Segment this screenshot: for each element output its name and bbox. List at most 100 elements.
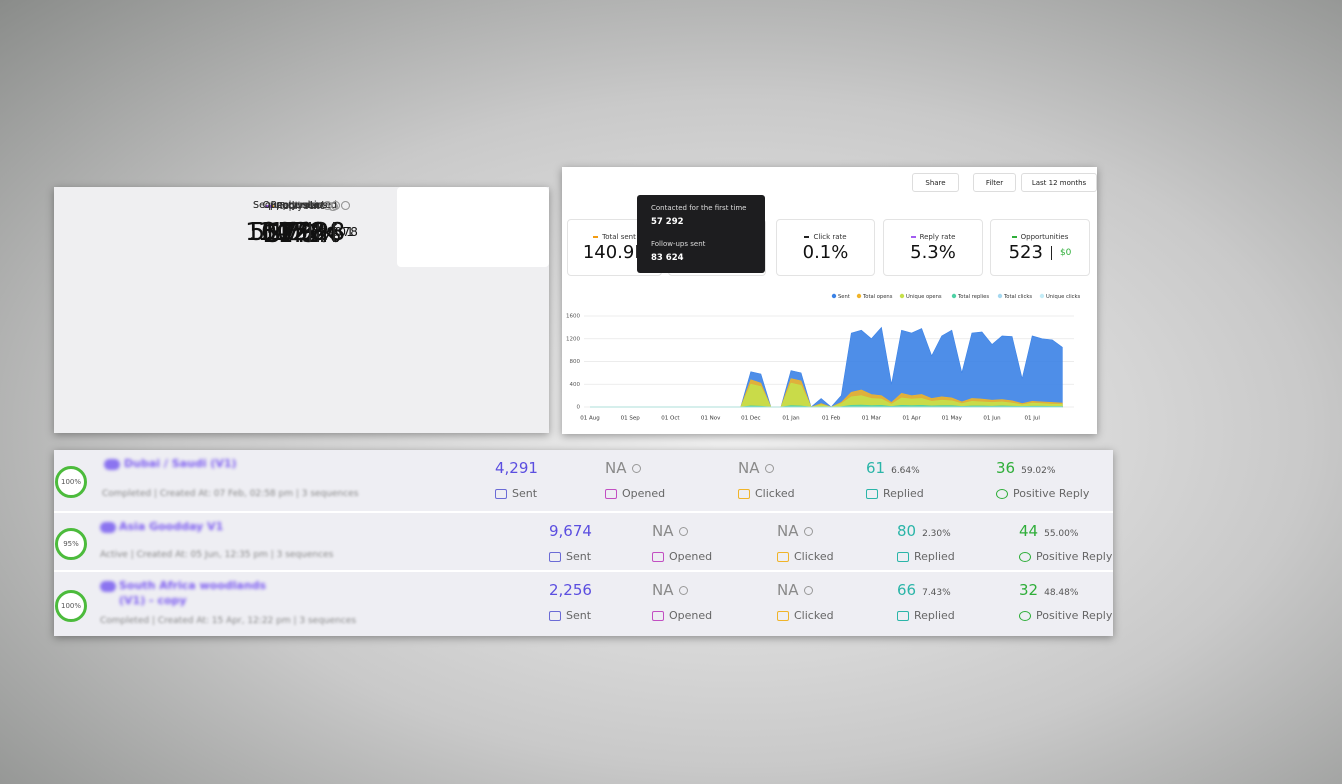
stat-label-row: Sequence started [54, 200, 549, 211]
stat-value-row: 61 6.64% [866, 459, 920, 477]
stat-value-row: NA [605, 459, 642, 477]
stat-value-row: NA [652, 581, 689, 599]
stat-value-row: 2,256 [549, 581, 592, 599]
legend-label: Total clicks [1003, 294, 1032, 300]
stat-value-row: 11.3% [54, 219, 549, 248]
stat-label: Positive Reply [1036, 550, 1113, 563]
stat-value: 44 [1019, 522, 1039, 540]
stat-value-row: 32 48.48% [1019, 581, 1078, 599]
stat-icon [652, 610, 664, 621]
stat-value-row: 10 $0 [54, 217, 549, 246]
stat-label: Sent [566, 550, 592, 563]
tooltip-value: 83 624 [651, 253, 684, 263]
toolbar-button[interactable]: Last 12 months [1021, 173, 1097, 192]
stat-label: Sent [566, 609, 592, 622]
campaign-name[interactable]: Dubai / Saudi (V1) [124, 457, 237, 470]
metric-card: Opportunities 523 $0 [990, 219, 1090, 276]
info-icon [679, 526, 689, 536]
legend-marker [899, 293, 905, 299]
stat-label-row: Replied [866, 487, 924, 500]
stat-label-row: Opened [652, 550, 712, 563]
stat-value: 14 928 [257, 217, 346, 246]
info-icon [765, 463, 775, 473]
toolbar-button[interactable]: Filter [973, 173, 1016, 192]
stat-value: 728 [277, 217, 326, 246]
y-tick-label: 800 [570, 359, 581, 365]
stat-value: NA [738, 459, 760, 477]
stat-value: 66 [897, 581, 917, 599]
stat-value-row: NA [738, 459, 775, 477]
info-icon [804, 585, 814, 595]
metric-label-row: Reply rate [884, 233, 982, 241]
campaign-row[interactable]: 95% Asia Goodday V1 Active | Created At: 0… [54, 511, 1113, 570]
chart: 0 400 800 1200 1600 01 Aug 01 Sep 01 Oct 01 Nov 0… [566, 293, 1081, 422]
series-area [590, 326, 1063, 408]
stat-label: Clicked [794, 609, 834, 622]
stat-label: Replied [914, 550, 955, 563]
stat-value: NA [777, 581, 799, 599]
stat-percent: 59.02% [1021, 466, 1056, 476]
stat-label: Clicked [794, 550, 834, 563]
stat-card: Reply rate 11.3% [54, 201, 341, 347]
info-icon [632, 463, 642, 473]
stat-icon [996, 488, 1008, 499]
metric-label: Total sent [602, 233, 636, 241]
stat-percent: 2.30% [922, 529, 951, 539]
metric-value-row: 0.1% [777, 242, 874, 263]
stat-value-row: 4,291 [495, 459, 538, 477]
stat-icon [777, 551, 789, 562]
stat-amount: $0 [318, 224, 335, 239]
stat-value-row: 57.2K [54, 219, 549, 248]
legend-label: Total replies [957, 294, 989, 300]
stat-value: 9,674 [549, 522, 592, 540]
campaign-meta: Active | Created At: 05 Jun, 12:35 pm | … [100, 550, 334, 560]
stat-icon [897, 610, 909, 621]
stat-icon [549, 610, 561, 621]
legend-label: Unique opens [906, 294, 942, 300]
metric-value: 140.9K [582, 242, 647, 263]
stat-count: 801 [330, 224, 354, 239]
x-tick-label: 01 Apr [902, 416, 921, 422]
stat-label: Opportunities [262, 200, 328, 211]
divider [1050, 245, 1052, 260]
stat-label: Positive Reply [1036, 609, 1113, 622]
stat-value: 10 [268, 217, 301, 246]
x-tick-label: 01 Oct [661, 416, 680, 422]
campaign-badge [100, 581, 116, 592]
stat-label: Reply rate [270, 200, 320, 211]
stat-value: NA [652, 581, 674, 599]
stat-label: Reply rate [270, 200, 320, 211]
stat-value: 57.2K [265, 219, 338, 248]
tooltip-label: Contacted for the first time [651, 204, 747, 212]
campaign-row[interactable]: 100% South Africa woodlands (V1) - copy Co… [54, 570, 1113, 636]
stat-percent: 48.48% [1044, 588, 1079, 598]
stat-label: Total sent [278, 201, 324, 212]
stat-percent: 6.64% [891, 466, 920, 476]
stat-label-row: Clicked [738, 487, 795, 500]
divider [320, 221, 323, 242]
metric-label-row: Click rate [777, 233, 874, 241]
legend-dash [1011, 236, 1017, 238]
toolbar-button[interactable]: Share [912, 173, 959, 192]
metric-label-row: Total sent [568, 233, 661, 241]
metric-value: 5.3% [910, 242, 956, 263]
campaign-row[interactable]: 100% Dubai / Saudi (V1) Completed | Create… [54, 450, 1113, 511]
stat-value-row: 5.4% 801 [54, 217, 549, 246]
stat-value: NA [605, 459, 627, 477]
stat-label: Replied [914, 609, 955, 622]
stat-icon [777, 610, 789, 621]
stat-label-row: Positive Reply [996, 487, 1089, 500]
legend-marker [951, 293, 957, 299]
stat-label-row: Opened [652, 609, 712, 622]
stat-label: Sent [512, 487, 538, 500]
stat-percent: 7.43% [922, 588, 951, 598]
metric-label: Click rate [813, 233, 847, 241]
stat-label-row: Replied [897, 609, 955, 622]
stat-label: Clicked [755, 487, 795, 500]
stat-label-row: Opportunities [54, 200, 549, 211]
x-tick-label: 01 Sep [621, 416, 641, 422]
campaign-name[interactable]: South Africa woodlands (V1) - copy [119, 579, 267, 607]
stat-value: 4,291 [495, 459, 538, 477]
campaign-name[interactable]: Asia Goodday V1 [119, 520, 224, 533]
